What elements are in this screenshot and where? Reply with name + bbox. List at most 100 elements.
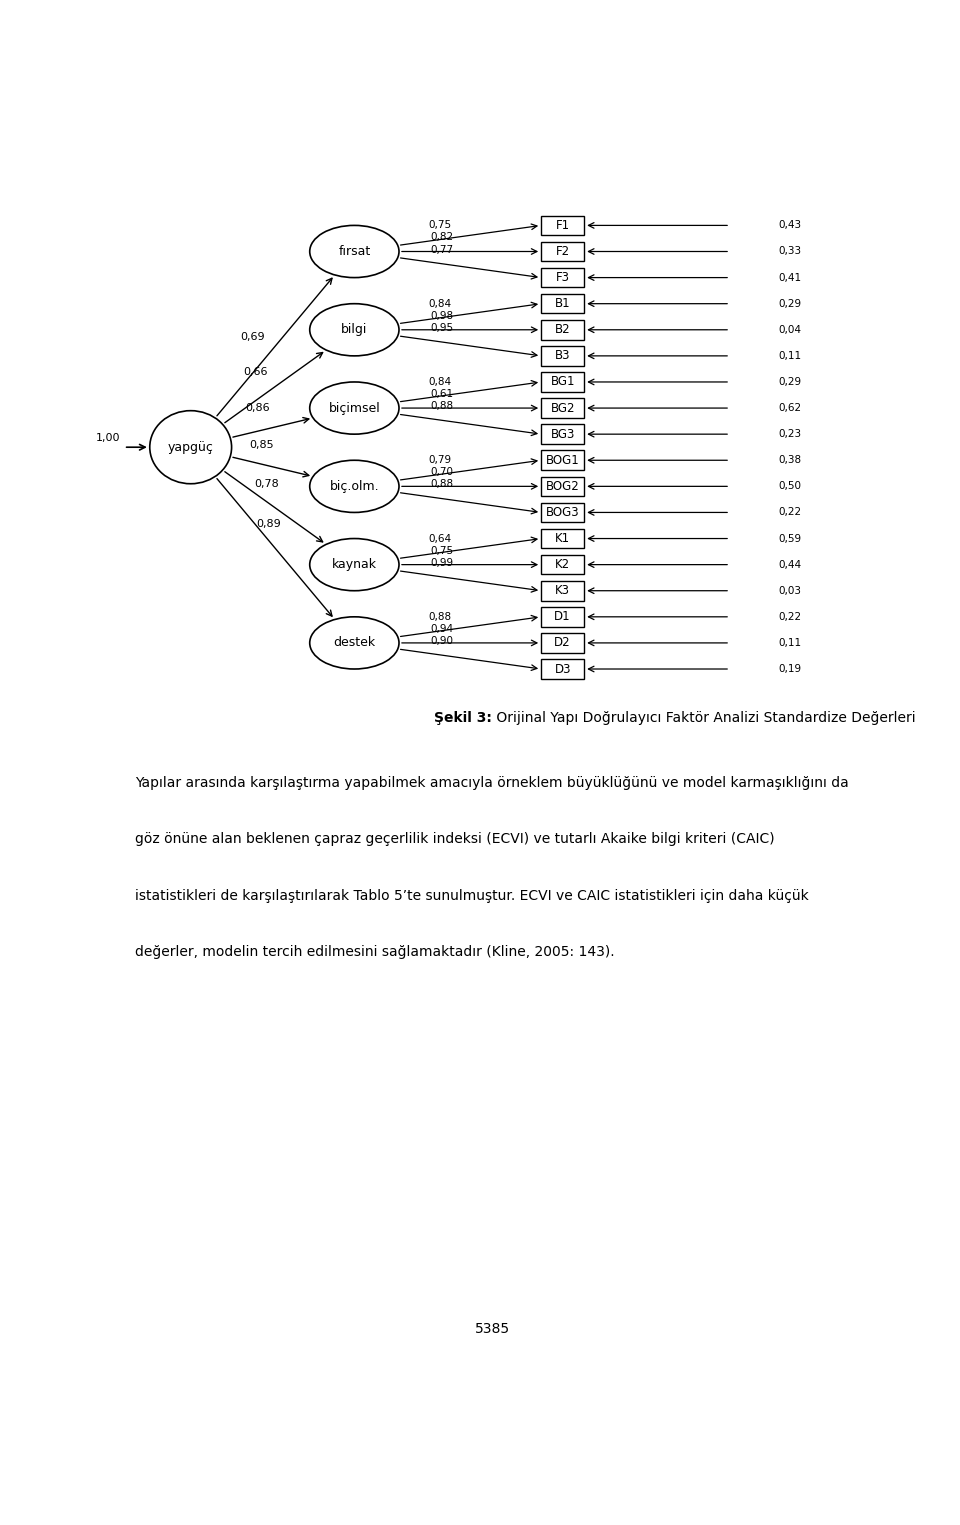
Text: 0,19: 0,19	[779, 663, 802, 674]
Text: D3: D3	[555, 662, 571, 676]
Text: 0,69: 0,69	[240, 332, 265, 342]
Text: 0,33: 0,33	[779, 247, 802, 256]
Text: bilgi: bilgi	[341, 323, 368, 337]
Text: F2: F2	[556, 246, 569, 258]
Ellipse shape	[310, 538, 399, 590]
FancyBboxPatch shape	[541, 241, 585, 261]
FancyBboxPatch shape	[541, 659, 585, 679]
Text: 0,75: 0,75	[428, 221, 451, 230]
Text: BOG2: BOG2	[546, 480, 580, 493]
Text: Yapılar arasında karşılaştırma yapabilmek amacıyla örneklem büyüklüğünü ve model: Yapılar arasında karşılaştırma yapabilme…	[134, 776, 849, 790]
Text: 0,29: 0,29	[779, 299, 802, 308]
Text: BOG3: BOG3	[546, 506, 580, 518]
Text: 0,59: 0,59	[779, 534, 802, 543]
Text: 0,77: 0,77	[430, 244, 453, 255]
FancyBboxPatch shape	[541, 581, 585, 601]
Text: 0,44: 0,44	[779, 560, 802, 570]
Ellipse shape	[310, 303, 399, 355]
FancyBboxPatch shape	[541, 476, 585, 496]
Text: BG2: BG2	[550, 401, 575, 415]
Text: destek: destek	[333, 636, 375, 650]
Text: 0,03: 0,03	[779, 586, 802, 596]
Text: 0,94: 0,94	[430, 624, 453, 634]
Text: BG3: BG3	[550, 427, 575, 441]
Text: Şekil 3:: Şekil 3:	[434, 711, 492, 726]
Text: F3: F3	[556, 271, 569, 284]
Text: fırsat: fırsat	[338, 246, 371, 258]
Text: 0,04: 0,04	[779, 325, 802, 336]
Text: 0,89: 0,89	[256, 518, 281, 529]
FancyBboxPatch shape	[541, 555, 585, 575]
FancyBboxPatch shape	[541, 372, 585, 392]
FancyBboxPatch shape	[541, 320, 585, 340]
Ellipse shape	[310, 226, 399, 278]
Text: K2: K2	[555, 558, 570, 572]
Text: B3: B3	[555, 349, 570, 363]
Text: göz önüne alan beklenen çapraz geçerlilik indeksi (ECVI) ve tutarlı Akaike bilgi: göz önüne alan beklenen çapraz geçerlili…	[134, 833, 775, 846]
Text: 0,85: 0,85	[249, 439, 274, 450]
Text: 0,22: 0,22	[779, 508, 802, 517]
Ellipse shape	[310, 616, 399, 669]
Text: 0,98: 0,98	[430, 311, 453, 320]
FancyBboxPatch shape	[541, 424, 585, 444]
Text: K1: K1	[555, 532, 570, 544]
Text: B2: B2	[555, 323, 570, 337]
Text: 0,41: 0,41	[779, 273, 802, 282]
FancyBboxPatch shape	[541, 346, 585, 366]
Text: D2: D2	[554, 636, 571, 650]
Text: 0,88: 0,88	[430, 479, 453, 490]
Text: 0,75: 0,75	[430, 546, 453, 555]
FancyBboxPatch shape	[541, 398, 585, 418]
FancyBboxPatch shape	[541, 529, 585, 549]
Text: biç.olm.: biç.olm.	[329, 480, 379, 493]
Text: 0,86: 0,86	[245, 403, 270, 413]
Text: 0,22: 0,22	[779, 612, 802, 622]
Text: F1: F1	[556, 220, 569, 232]
FancyBboxPatch shape	[541, 450, 585, 470]
Text: 0,43: 0,43	[779, 221, 802, 230]
Text: 0,11: 0,11	[779, 637, 802, 648]
Text: 0,38: 0,38	[779, 456, 802, 465]
Text: B1: B1	[555, 297, 570, 310]
Text: 0,11: 0,11	[779, 351, 802, 361]
Text: 0,23: 0,23	[779, 429, 802, 439]
Text: 0,29: 0,29	[779, 377, 802, 387]
Text: Orijinal Yapı Doğrulayıcı Faktör Analizi Standardize Değerleri: Orijinal Yapı Doğrulayıcı Faktör Analizi…	[492, 711, 916, 726]
Text: 0,88: 0,88	[428, 612, 451, 622]
Text: 0,64: 0,64	[428, 534, 451, 543]
FancyBboxPatch shape	[541, 215, 585, 235]
Ellipse shape	[150, 410, 231, 483]
Ellipse shape	[310, 381, 399, 435]
Text: 0,78: 0,78	[254, 479, 279, 490]
Text: 0,82: 0,82	[430, 232, 453, 242]
Text: 0,79: 0,79	[428, 456, 451, 465]
FancyBboxPatch shape	[541, 607, 585, 627]
Text: kaynak: kaynak	[332, 558, 377, 572]
Text: 0,62: 0,62	[779, 403, 802, 413]
Text: 0,50: 0,50	[779, 482, 802, 491]
Text: 0,88: 0,88	[430, 401, 453, 412]
FancyBboxPatch shape	[541, 268, 585, 287]
Text: istatistikleri de karşılaştırılarak Tablo 5’te sunulmuştur. ECVI ve CAIC istatis: istatistikleri de karşılaştırılarak Tabl…	[134, 889, 808, 903]
Text: K3: K3	[555, 584, 570, 598]
Text: 0,90: 0,90	[430, 636, 453, 647]
FancyBboxPatch shape	[541, 503, 585, 522]
Text: 0,61: 0,61	[430, 389, 453, 400]
FancyBboxPatch shape	[541, 633, 585, 653]
Text: değerler, modelin tercih edilmesini sağlamaktadır (Kline, 2005: 143).: değerler, modelin tercih edilmesini sağl…	[134, 946, 614, 959]
Text: yapgüç: yapgüç	[168, 441, 214, 454]
Ellipse shape	[310, 461, 399, 512]
Text: BOG1: BOG1	[546, 454, 580, 467]
Text: 1,00: 1,00	[95, 433, 120, 442]
Text: BG1: BG1	[550, 375, 575, 389]
Text: 0,95: 0,95	[430, 323, 453, 332]
Text: biçimsel: biçimsel	[328, 401, 380, 415]
Text: 0,99: 0,99	[430, 558, 453, 567]
Text: 0,84: 0,84	[428, 377, 451, 387]
Text: 0,84: 0,84	[428, 299, 451, 308]
Text: 0,66: 0,66	[243, 366, 268, 377]
Text: 0,70: 0,70	[430, 467, 453, 477]
Text: 5385: 5385	[474, 1322, 510, 1336]
FancyBboxPatch shape	[541, 294, 585, 314]
Text: D1: D1	[554, 610, 571, 624]
